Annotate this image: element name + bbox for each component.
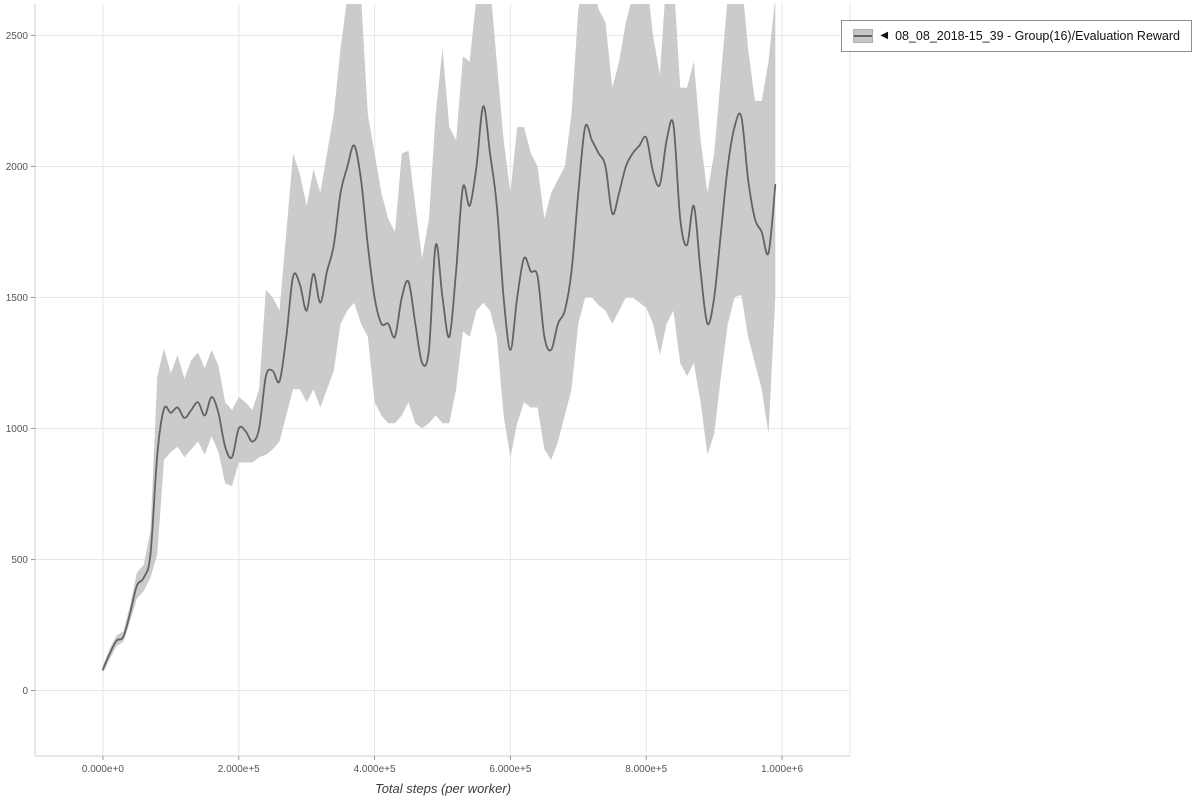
mean-reward-line [102, 105, 777, 671]
legend-item[interactable]: ◀ 08_08_2018-15_39 - Group(16)/Evaluatio… [841, 20, 1192, 52]
y-tick-label: 1500 [6, 293, 29, 304]
tick-labels: 0.000e+0 2.000e+5 4.000e+5 6.000e+5 8.000e+5… [6, 31, 804, 775]
x-tick-label: 2.000e+5 [218, 764, 260, 775]
x-tick-label: 8.000e+5 [625, 764, 667, 775]
x-tick-label: 6.000e+5 [489, 764, 531, 775]
x-tick-label: 4.000e+5 [354, 764, 396, 775]
y-tick-label: 1000 [6, 424, 29, 435]
chart-plot-root: 0.000e+0 2.000e+5 4.000e+5 6.000e+5 8.000e+5… [6, 4, 851, 775]
legend: ◀ 08_08_2018-15_39 - Group(16)/Evaluatio… [841, 20, 1192, 52]
x-tick-label: 1.000e+6 [761, 764, 803, 775]
axis-lines [34, 4, 851, 757]
legend-line-swatch [854, 35, 873, 37]
y-tick-label: 2500 [6, 31, 29, 42]
legend-band-swatch [853, 29, 874, 43]
x-axis-title: Total steps (per worker) [375, 781, 511, 796]
tick-marks [31, 34, 783, 760]
chart-canvas: 0.000e+0 2.000e+5 4.000e+5 6.000e+5 8.000e+5… [6, 4, 851, 796]
legend-collapse-marker-icon: ◀ [880, 30, 889, 41]
legend-series-label: 08_08_2018-15_39 - Group(16)/Evaluation … [895, 29, 1180, 43]
y-tick-label: 0 [22, 686, 28, 697]
y-tick-label: 2000 [6, 162, 29, 173]
x-tick-label: 0.000e+0 [82, 764, 124, 775]
evaluation-reward-chart: 0.000e+0 2.000e+5 4.000e+5 6.000e+5 8.000e+5… [6, 4, 851, 796]
y-tick-label: 500 [11, 555, 28, 566]
confidence-band [102, 4, 776, 674]
